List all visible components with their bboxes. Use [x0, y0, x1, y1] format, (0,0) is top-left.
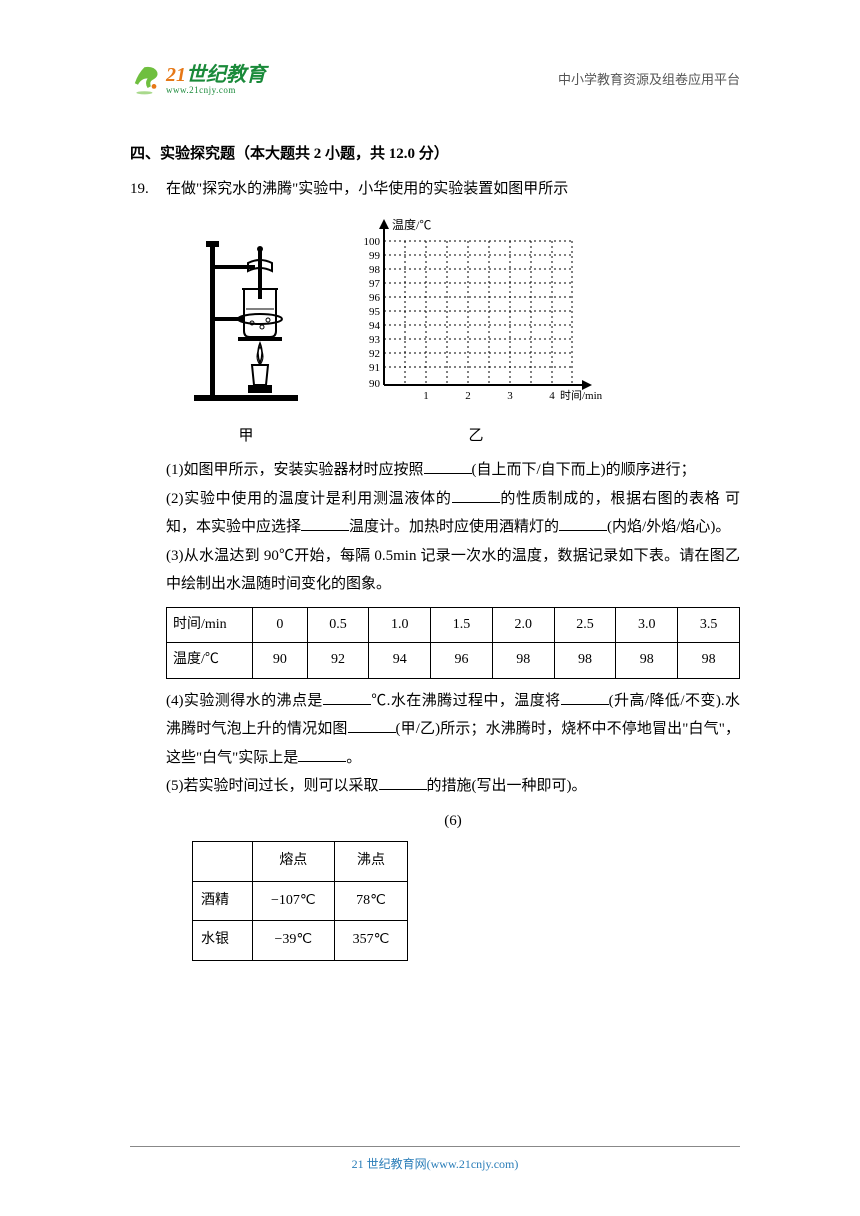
table-row: 水银 −39℃ 357℃: [193, 921, 408, 961]
svg-text:4: 4: [549, 390, 555, 402]
header-right-text: 中小学教育资源及组卷应用平台: [558, 68, 740, 93]
blank-4d[interactable]: [298, 745, 346, 762]
blank-4a[interactable]: [323, 688, 371, 705]
y-axis-label: 温度/℃: [392, 217, 431, 232]
blank-2b[interactable]: [301, 515, 349, 532]
svg-text:99: 99: [369, 250, 381, 262]
question-19: 19. 在做"探究水的沸腾"实验中，小华使用的实验装置如图甲所示: [130, 175, 740, 961]
svg-text:3: 3: [507, 390, 513, 402]
svg-text:98: 98: [369, 264, 381, 276]
apparatus-icon: [186, 235, 306, 416]
chart-grid-icon: 温度/℃ 时间/min 100 99 98 97 96 95 94 93 92 91 90: [346, 215, 606, 416]
figure-right: 温度/℃ 时间/min 100 99 98 97 96 95 94 93 92 91 90: [346, 215, 606, 450]
data-table: 时间/min 0 0.5 1.0 1.5 2.0 2.5 3.0 3.5 温度/…: [166, 607, 740, 679]
figure-left: 甲: [186, 235, 306, 450]
site-logo: 21世纪教育 www.21cnjy.com: [130, 64, 266, 96]
row1-header: 时间/min: [167, 607, 253, 643]
svg-text:90: 90: [369, 378, 381, 390]
sub-q2: (2)实验中使用的温度计是利用测温液体的的性质制成的，根据右图的表格 可知，本实…: [166, 485, 740, 542]
x-axis-label: 时间/min: [560, 389, 603, 402]
footer-brand: 21 世纪教育网: [352, 1157, 427, 1171]
sub-q3: (3)从水温达到 90℃开始，每隔 0.5min 记录一次水的温度，数据记录如下…: [166, 542, 740, 599]
table-row: 温度/℃ 90 92 94 96 98 98 98 98: [167, 643, 740, 679]
sub-q1: (1)如图甲所示，安装实验器材时应按照(自上而下/自下而上)的顺序进行；: [166, 456, 740, 485]
svg-text:96: 96: [369, 292, 381, 304]
logo-text-block: 21世纪教育 www.21cnjy.com: [166, 64, 266, 96]
blank-4b[interactable]: [561, 688, 609, 705]
logo-runner-icon: [130, 64, 162, 96]
svg-text:93: 93: [369, 334, 381, 346]
question-intro: 在做"探究水的沸腾"实验中，小华使用的实验装置如图甲所示: [166, 175, 740, 204]
page-footer: 21 世纪教育网(www.21cnjy.com): [130, 1146, 740, 1176]
figures-row: 甲 温度/℃ 时间/min 100 99 98: [186, 215, 740, 450]
svg-text:94: 94: [369, 320, 381, 332]
blank-2c[interactable]: [559, 515, 607, 532]
reference-table: 熔点 沸点 酒精 −107℃ 78℃ 水银 −39℃ 357℃: [192, 841, 408, 961]
blank-4c[interactable]: [348, 717, 396, 734]
sub-q6-label: (6): [166, 807, 740, 836]
blank-1[interactable]: [424, 458, 472, 475]
figure-left-caption: 甲: [238, 422, 253, 451]
question-number: 19.: [130, 175, 156, 204]
table-row: 酒精 −107℃ 78℃: [193, 881, 408, 921]
question-body: 在做"探究水的沸腾"实验中，小华使用的实验装置如图甲所示: [166, 175, 740, 961]
page-header: 21世纪教育 www.21cnjy.com 中小学教育资源及组卷应用平台: [130, 50, 740, 110]
table-row: 熔点 沸点: [193, 842, 408, 882]
table-row: 时间/min 0 0.5 1.0 1.5 2.0 2.5 3.0 3.5: [167, 607, 740, 643]
svg-text:1: 1: [423, 390, 429, 402]
svg-text:92: 92: [369, 348, 380, 360]
blank-2a[interactable]: [452, 486, 500, 503]
blank-5[interactable]: [379, 774, 427, 791]
svg-text:95: 95: [369, 306, 381, 318]
figure-right-caption: 乙: [468, 422, 483, 451]
section-title: 四、实验探究题（本大题共 2 小题，共 12.0 分）: [130, 140, 740, 169]
svg-text:91: 91: [369, 362, 380, 374]
sub-q4: (4)实验测得水的沸点是℃.水在沸腾过程中，温度将(升高/降低/不变).水沸腾时…: [166, 687, 740, 773]
svg-text:100: 100: [364, 236, 381, 248]
page-content: 四、实验探究题（本大题共 2 小题，共 12.0 分） 19. 在做"探究水的沸…: [130, 140, 740, 961]
sub-q5: (5)若实验时间过长，则可以采取的措施(写出一种即可)。: [166, 772, 740, 801]
logo-main-text: 21世纪教育: [166, 64, 266, 86]
logo-url-text: www.21cnjy.com: [166, 86, 266, 96]
svg-text:97: 97: [369, 278, 381, 290]
footer-url: (www.21cnjy.com): [427, 1157, 519, 1171]
svg-text:2: 2: [465, 390, 471, 402]
row2-header: 温度/℃: [167, 643, 253, 679]
